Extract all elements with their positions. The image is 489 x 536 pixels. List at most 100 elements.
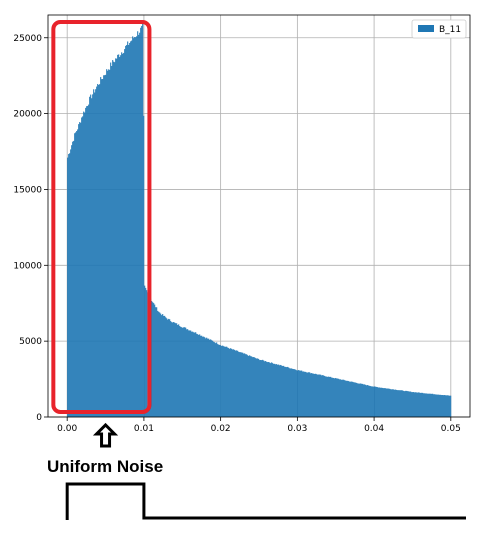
histogram-bar [393,389,395,417]
histogram-bar [336,378,338,417]
histogram-bar [325,376,327,417]
histogram-bar [242,352,244,417]
histogram-bar [432,393,434,417]
histogram-bar [300,370,302,417]
histogram-bar [211,340,213,417]
up-arrow-icon [92,422,119,448]
histogram-bar [274,363,276,417]
histogram-bar [338,378,340,417]
histogram-bar [214,342,216,417]
histogram-bar [364,384,366,417]
histogram-bar [212,340,214,417]
histogram-bar [429,393,431,417]
histogram-bar [410,391,412,417]
histogram-bar [357,383,359,417]
histogram-bar [323,375,325,417]
histogram-bar [389,388,391,417]
histogram-bar [235,350,237,417]
histogram-bar [404,391,406,417]
histogram-bar [93,89,95,418]
histogram-bar [275,364,277,417]
histogram-bar [344,380,346,417]
histogram-bar [164,315,166,417]
histogram-bar [290,368,292,417]
histogram-bar [182,327,184,417]
histogram-bar [220,345,222,417]
histogram-bar [184,327,186,417]
histogram-bar [405,390,407,417]
histogram-bar [98,84,100,417]
histogram-bar [269,362,271,417]
histogram-bar [285,366,287,417]
histogram-bar [412,392,414,417]
histogram-bar [281,365,283,417]
histogram-bar [99,84,101,417]
histogram-bar [395,389,397,417]
histogram-bar [295,369,297,417]
histogram-bar [69,153,71,417]
histogram-bar [282,366,284,417]
histogram-bar [75,132,77,417]
histogram-bar [201,335,203,417]
histogram-bar [312,373,314,417]
histogram-bar [396,390,398,417]
histogram-bar [289,368,291,417]
histogram-bar [217,344,219,417]
histogram-bar [303,371,305,417]
histogram-bar [119,56,121,417]
histogram-bar [193,332,195,417]
histogram-bar [200,335,202,417]
histogram-bar [250,356,252,417]
histogram-bar [376,386,378,417]
histogram-bar [173,322,175,417]
histogram-bar [418,392,420,417]
histogram-bar [198,334,200,417]
histogram-bar [139,32,141,417]
histogram-bar [327,376,329,417]
uniform-noise-label: Uniform Noise [47,457,163,476]
histogram-bar [209,339,211,417]
histogram-bar [170,321,172,417]
histogram-bar [444,395,446,417]
histogram-bar [263,360,265,417]
histogram-bar [317,374,319,417]
histogram-bar [337,378,339,417]
histogram-bar [398,390,400,417]
histogram-bar [167,319,169,417]
histogram-bar [352,381,354,417]
histogram-bar [384,388,386,417]
histogram-bar [144,285,146,417]
histogram-bar [319,374,321,417]
histogram-bar [91,98,93,417]
histogram-bar [260,359,262,417]
histogram-bar [117,54,119,417]
histogram-bar [414,392,416,417]
histogram-bar [88,104,90,417]
histogram-bar [428,393,430,417]
histogram-bar [190,330,192,417]
histogram-bar [324,375,326,417]
histogram-bar [153,303,155,417]
histogram-bar [433,394,435,417]
histogram-bar [448,395,450,417]
histogram-bar [102,78,104,418]
histogram-bar [84,112,86,418]
histogram-bar [134,37,136,417]
histogram-bar [331,377,333,417]
histogram-bar [326,376,328,417]
histogram-bar [138,34,140,417]
histogram-bar [401,390,403,417]
histogram-bar [271,362,273,417]
histogram-bar [436,394,438,417]
histogram-bar [293,369,295,417]
histogram-bar [402,390,404,417]
histogram-bar [284,366,286,417]
histogram-bar [136,36,138,418]
histogram-bar [292,368,294,417]
histogram-bar [313,373,315,417]
histogram-bar [276,364,278,417]
histogram-bar [397,390,399,417]
histogram-bar [369,385,371,417]
histogram-bar [86,106,88,418]
histogram-bar [339,379,341,417]
